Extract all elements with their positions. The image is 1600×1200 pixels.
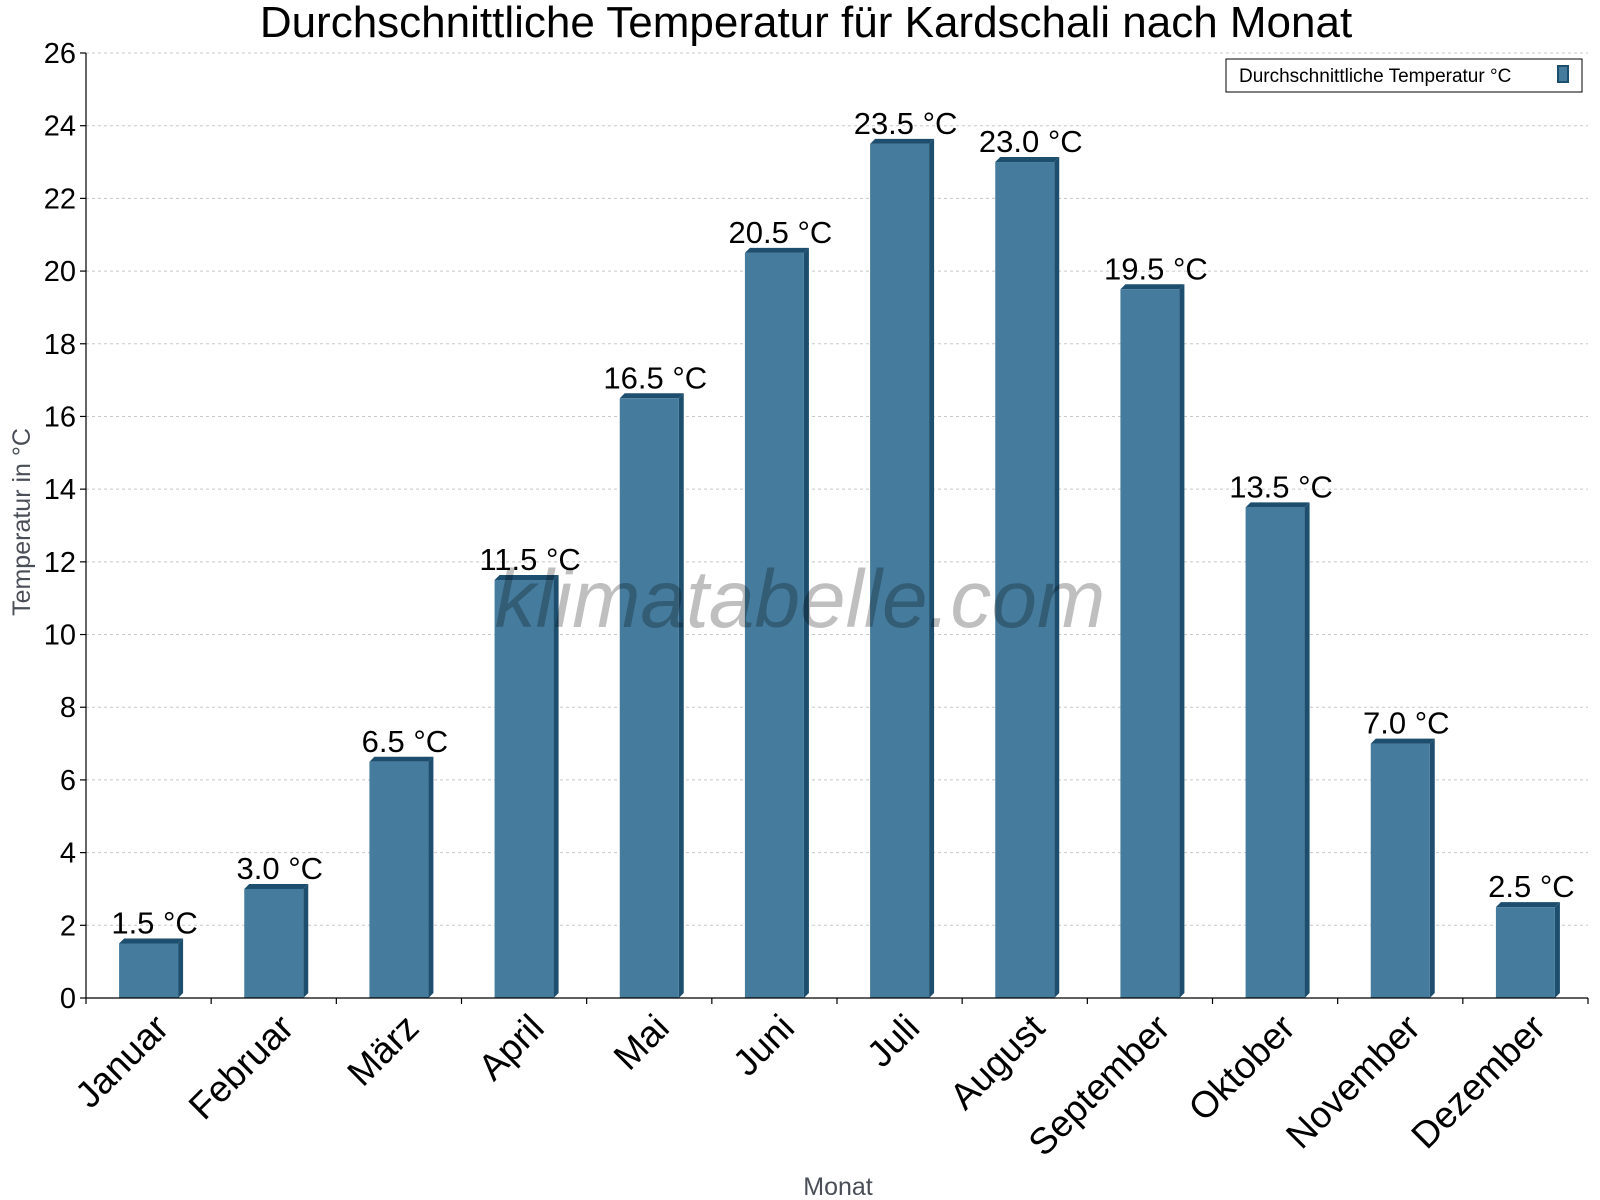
data-label: 20.5 °C xyxy=(729,215,833,250)
bar xyxy=(1495,907,1555,998)
x-category-label: November xyxy=(1278,1007,1428,1157)
bar-top xyxy=(1245,502,1310,508)
bar xyxy=(1120,289,1180,998)
y-tick-label: 4 xyxy=(60,838,76,870)
data-label: 2.5 °C xyxy=(1488,869,1575,904)
bar xyxy=(494,580,554,998)
bar xyxy=(744,252,804,999)
x-category-label: Oktober xyxy=(1181,1007,1303,1129)
bars xyxy=(119,138,1560,999)
x-category-label: Juli xyxy=(859,1007,927,1075)
x-category-label: Dezember xyxy=(1403,1007,1553,1157)
bar-side xyxy=(678,393,684,998)
y-tick-label: 6 xyxy=(60,765,76,797)
y-tick-label: 0 xyxy=(60,983,76,1015)
y-tick-label: 22 xyxy=(44,183,76,215)
data-label: 13.5 °C xyxy=(1229,469,1333,504)
legend: Durchschnittliche Temperatur °C xyxy=(1225,58,1583,93)
data-label: 7.0 °C xyxy=(1363,706,1450,741)
bar xyxy=(119,943,179,998)
chart-title: Durchschnittliche Temperatur für Kardsch… xyxy=(260,0,1352,47)
bar-top xyxy=(995,157,1060,163)
y-tick-label: 2 xyxy=(60,910,76,942)
data-label: 23.0 °C xyxy=(979,124,1083,159)
bar-top xyxy=(369,756,434,762)
bar xyxy=(244,888,304,998)
bar-top xyxy=(870,138,935,144)
bar-top xyxy=(494,575,559,581)
bar xyxy=(619,398,679,998)
bar-top xyxy=(619,393,684,399)
bar-top xyxy=(119,938,184,944)
bar-side xyxy=(1304,502,1310,998)
x-category-label: März xyxy=(339,1007,426,1094)
bar-side xyxy=(553,575,559,998)
bar-side xyxy=(1179,284,1185,998)
x-category-label: August xyxy=(942,1006,1053,1117)
bar-side xyxy=(1429,738,1435,998)
data-labels: 1.5 °C 3.0 °C 6.5 °C 11.5 °C 16.5 °C 20.5 °C 2… xyxy=(111,106,1574,941)
x-category-label: Januar xyxy=(67,1007,176,1116)
legend-label: Durchschnittliche Temperatur °C xyxy=(1239,66,1511,87)
x-category-label: Mai xyxy=(606,1007,677,1078)
y-tick-label: 8 xyxy=(60,692,76,724)
bar-top xyxy=(244,883,309,889)
bar-top xyxy=(1495,902,1560,908)
y-tick-label: 26 xyxy=(44,38,76,70)
x-axis-title: Monat xyxy=(803,1173,873,1200)
x-category-label: April xyxy=(470,1007,551,1088)
bar-top xyxy=(1120,284,1185,290)
bar xyxy=(995,162,1055,999)
y-tick-label: 24 xyxy=(44,111,76,143)
x-category-label: Juni xyxy=(725,1007,802,1084)
data-label: 1.5 °C xyxy=(111,905,198,940)
bar-top xyxy=(1370,738,1435,744)
data-label: 11.5 °C xyxy=(479,542,580,577)
bar-side xyxy=(803,247,809,999)
data-label: 3.0 °C xyxy=(237,851,324,886)
y-tick-label: 20 xyxy=(44,256,76,288)
bar xyxy=(369,761,429,998)
bar-top xyxy=(744,247,809,253)
bar-side xyxy=(178,938,184,998)
watermark: klimatabelle.com xyxy=(495,554,1106,645)
bar-side xyxy=(1554,902,1560,998)
bar xyxy=(1370,743,1430,998)
bar xyxy=(870,143,930,999)
y-tick-label: 18 xyxy=(44,329,76,361)
bar xyxy=(1245,507,1305,998)
y-tick-label: 10 xyxy=(44,620,76,652)
data-label: 16.5 °C xyxy=(603,360,707,395)
legend-swatch xyxy=(1557,65,1569,83)
bar-side xyxy=(428,756,434,998)
y-tick-label: 16 xyxy=(44,401,76,433)
bar-side xyxy=(929,138,935,999)
data-label: 6.5 °C xyxy=(362,724,449,759)
legend-box xyxy=(1225,58,1583,93)
bar-side xyxy=(1054,157,1060,999)
y-tick-label: 14 xyxy=(44,474,76,506)
y-axis-title: Temperatur in °C xyxy=(8,428,36,616)
y-tick-label: 12 xyxy=(44,547,76,579)
data-label: 23.5 °C xyxy=(854,106,958,141)
grid-lines xyxy=(86,52,1588,926)
x-category-label: Februar xyxy=(181,1007,302,1128)
bar-side xyxy=(303,883,309,998)
data-label: 19.5 °C xyxy=(1104,251,1208,286)
